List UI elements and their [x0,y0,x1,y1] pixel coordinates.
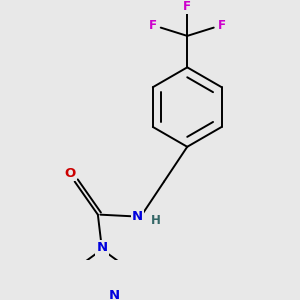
Text: N: N [109,290,120,300]
Text: N: N [96,241,108,254]
Text: N: N [132,210,143,223]
Text: F: F [148,20,157,32]
Text: F: F [183,0,191,13]
Text: O: O [64,167,75,180]
Text: H: H [151,214,161,227]
Text: F: F [218,20,226,32]
